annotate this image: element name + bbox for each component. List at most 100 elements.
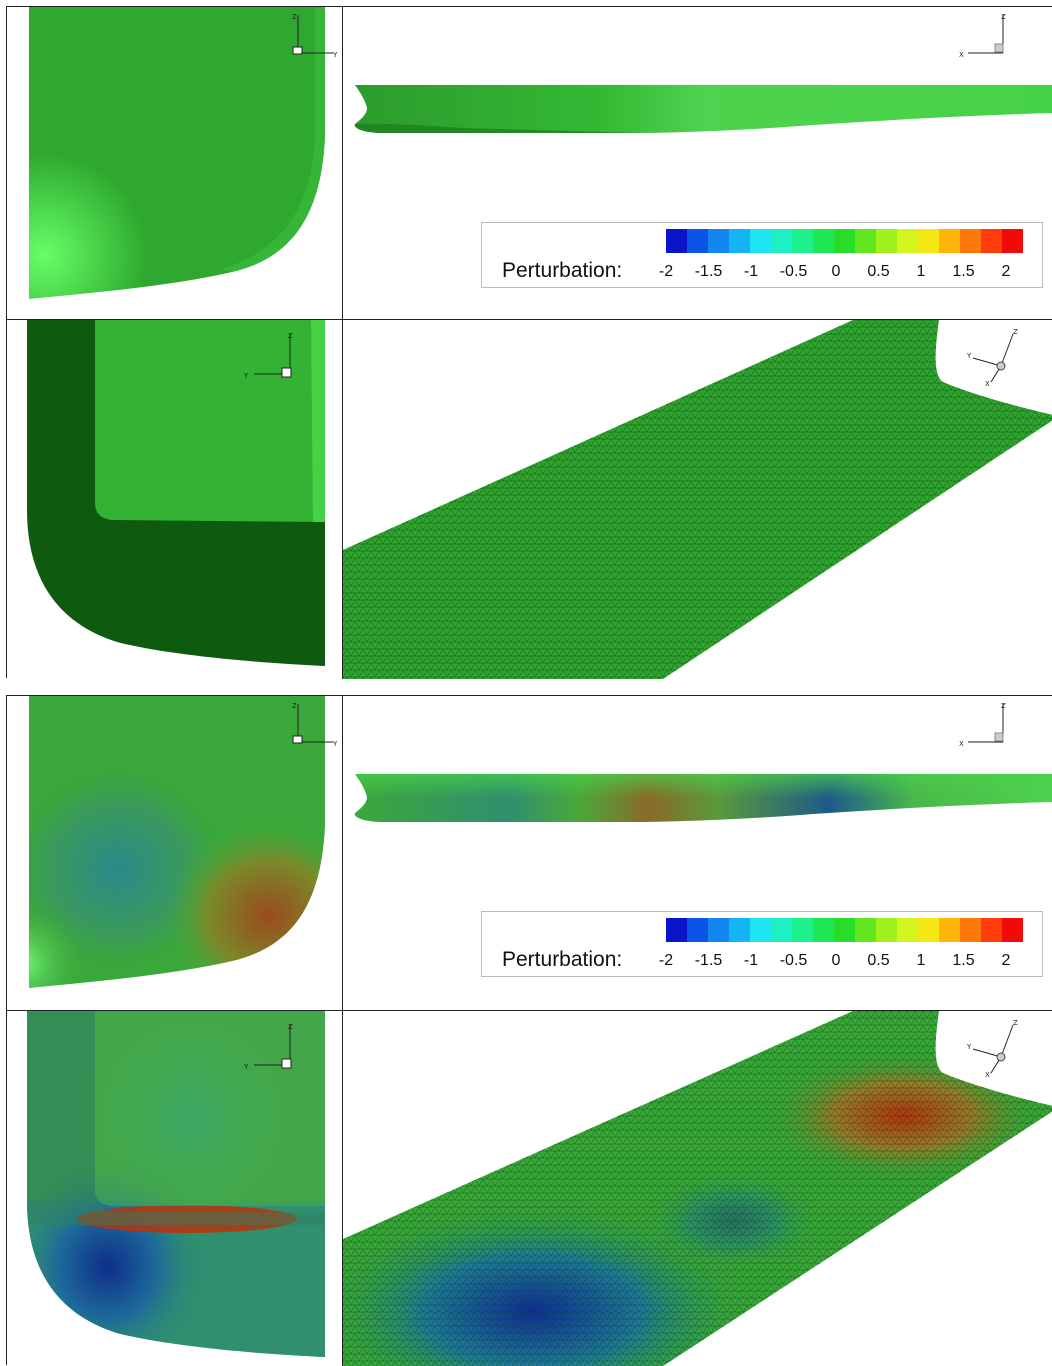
legend-swatch: [750, 918, 771, 942]
legend-tick-label: -1: [743, 263, 759, 280]
axis-label-z: Z: [288, 332, 293, 340]
legend-swatch: [1002, 918, 1023, 942]
legend-swatch: [897, 229, 918, 253]
axis-label-z: Z: [1001, 702, 1006, 710]
legend-swatch: [918, 229, 939, 253]
side-hull-profile: [354, 774, 1052, 822]
legend-tick-label: -1.5: [694, 952, 723, 969]
axis-label-z: Z: [1013, 1019, 1018, 1027]
legend-swatch: [792, 918, 813, 942]
legend-tick-label: -1: [743, 952, 759, 969]
axis-label-y: Y: [966, 352, 972, 360]
panel-divider: [7, 319, 1052, 320]
legend-swatch: [1002, 229, 1023, 253]
legend-swatch: [771, 229, 792, 253]
legend-swatch: [813, 229, 834, 253]
legend-tick-label: 0: [831, 263, 841, 280]
legend-swatch: [708, 918, 729, 942]
iso-view-panel: Z Y X: [343, 320, 1052, 679]
legend-tick-label: 1.5: [952, 952, 975, 969]
legend-tick-label: -1.5: [694, 263, 723, 280]
legend-swatch: [666, 229, 687, 253]
iso-hull-mesh: [343, 320, 1052, 679]
axis-label-z: Z: [1001, 13, 1006, 21]
legend-swatch: [729, 229, 750, 253]
legend-tick-label: 2: [1001, 263, 1011, 280]
iso-hull-mesh: [343, 1011, 1052, 1366]
color-legend: Perturbation: -2 -1.5 -1 -0.5 0 0.5 1 1.5 2: [481, 222, 1043, 288]
axis-label-x: X: [959, 740, 964, 748]
legend-swatch: [771, 918, 792, 942]
legend-swatch: [687, 918, 708, 942]
legend-tick-label: 1: [916, 952, 926, 969]
legend-tick-label: 1.5: [952, 263, 975, 280]
legend-title: Perturbation:: [502, 259, 623, 282]
legend-tick-label: -2: [658, 263, 674, 280]
front-view-panel: Z Y: [7, 7, 342, 319]
axis-label-z: Z: [292, 13, 297, 21]
legend-swatch: [981, 229, 1002, 253]
axis-label-y: Y: [243, 1063, 249, 1071]
color-legend: Perturbation: -2 -1.5 -1 -0.5 0 0.5 1 1.5 2: [481, 911, 1043, 977]
side-view-panel: Z X Perturbation: -2 -1.5 -1 -0.5 0 0.5 1 1.5 2: [343, 7, 1052, 319]
legend-colorbar: [666, 918, 1023, 942]
axis-triad-icon: Z Y: [243, 332, 293, 380]
legend-swatch: [897, 918, 918, 942]
axis-label-y: Y: [332, 51, 338, 59]
legend-swatch: [687, 229, 708, 253]
legend-tick-label: 0: [831, 952, 841, 969]
legend-swatch: [918, 918, 939, 942]
legend-colorbar: [666, 229, 1023, 253]
iso-view-panel: Z Y X: [343, 1011, 1052, 1366]
axis-label-y: Y: [332, 740, 338, 748]
axis-label-z: Z: [292, 702, 297, 710]
axis-label-x: X: [985, 1071, 990, 1077]
panel-divider: [7, 1010, 1052, 1011]
legend-swatch: [960, 229, 981, 253]
legend-tick-label: 2: [1001, 952, 1011, 969]
legend-title: Perturbation:: [502, 948, 623, 971]
back-view-panel: Z Y: [7, 1011, 342, 1366]
legend-ticks: -2 -1.5 -1 -0.5 0 0.5 1 1.5 2: [656, 263, 1016, 283]
legend-swatch: [792, 229, 813, 253]
axis-triad-icon: Z X: [959, 702, 1006, 748]
legend-swatch: [834, 918, 855, 942]
legend-swatch: [960, 918, 981, 942]
legend-tick-label: 0.5: [867, 952, 890, 969]
axis-label-z: Z: [1013, 328, 1018, 336]
legend-swatch: [876, 229, 897, 253]
legend-tick-label: 1: [916, 263, 926, 280]
legend-swatch: [981, 918, 1002, 942]
legend-swatch: [939, 918, 960, 942]
legend-swatch: [750, 229, 771, 253]
legend-swatch: [876, 918, 897, 942]
legend-swatch: [855, 229, 876, 253]
axis-triad-icon: Z Y X: [966, 328, 1018, 386]
legend-swatch: [666, 918, 687, 942]
axis-triad-icon: Z Y: [292, 13, 338, 59]
legend-tick-label: -0.5: [779, 952, 808, 969]
legend-tick-label: 0.5: [867, 263, 890, 280]
legend-swatch: [729, 918, 750, 942]
axis-triad-icon: Z Y: [292, 702, 338, 748]
back-hull-section: [27, 320, 325, 666]
legend-swatch: [939, 229, 960, 253]
side-view-panel: Z X Perturbation: -2 -1.5 -1 -0.5 0 0.5 1 1.5 2: [343, 696, 1052, 1010]
panel-divider: [342, 696, 343, 1366]
legend-swatch: [834, 229, 855, 253]
axis-label-x: X: [959, 51, 964, 59]
back-view-panel: Z Y: [7, 320, 342, 679]
axis-label-y: Y: [966, 1043, 972, 1051]
legend-tick-label: -2: [658, 952, 674, 969]
panel-group-unperturbed: Z Y Z X Perturbation:: [6, 6, 1052, 679]
axis-label-y: Y: [243, 372, 249, 380]
back-hull-section: [27, 1011, 325, 1357]
legend-swatch: [855, 918, 876, 942]
panel-group-perturbed: Z Y: [6, 695, 1052, 1366]
axis-label-z: Z: [288, 1023, 293, 1031]
legend-swatch: [813, 918, 834, 942]
axis-label-x: X: [985, 380, 990, 386]
panel-divider: [342, 7, 343, 679]
front-hull-section: [29, 696, 325, 988]
axis-triad-icon: Z Y: [243, 1023, 293, 1071]
